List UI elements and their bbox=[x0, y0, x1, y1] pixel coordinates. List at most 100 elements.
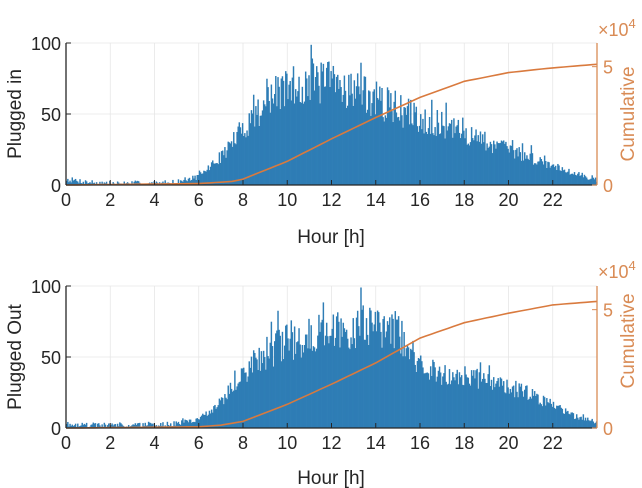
histogram-bar bbox=[584, 176, 587, 185]
histogram-bar bbox=[292, 66, 295, 185]
histogram-bar bbox=[520, 383, 523, 428]
histogram-bar bbox=[187, 178, 190, 185]
histogram-bar bbox=[592, 177, 595, 185]
histogram-bar bbox=[345, 329, 348, 428]
histogram-bar bbox=[104, 424, 107, 428]
histogram-bar bbox=[389, 317, 391, 428]
histogram-bar bbox=[84, 424, 87, 428]
histogram-bar bbox=[233, 390, 235, 428]
histogram-bar bbox=[344, 331, 347, 428]
histogram-bar bbox=[69, 180, 71, 185]
histogram-bar bbox=[479, 362, 482, 428]
histogram-bar bbox=[505, 141, 507, 185]
histogram-bar bbox=[296, 96, 298, 185]
histogram-bar bbox=[285, 325, 287, 428]
histogram-bar bbox=[452, 137, 454, 185]
histogram-bar bbox=[494, 387, 496, 428]
histogram-bar bbox=[230, 388, 233, 428]
histogram-bar bbox=[136, 180, 139, 185]
histogram-bar bbox=[85, 422, 88, 428]
histogram-bar bbox=[400, 95, 402, 185]
y-tick-label: 0 bbox=[51, 419, 61, 439]
histogram-bar bbox=[160, 422, 162, 428]
histogram-bar bbox=[282, 359, 285, 428]
x-tick-label: 0 bbox=[61, 433, 71, 453]
histogram-bar bbox=[234, 143, 236, 185]
histogram-bar bbox=[300, 357, 302, 428]
histogram-bar bbox=[330, 71, 332, 185]
histogram-bar bbox=[231, 146, 234, 185]
histogram-bar bbox=[260, 351, 263, 428]
histogram-bar bbox=[265, 106, 267, 185]
histogram-bar bbox=[79, 179, 81, 185]
y2-tick-labels: 0 5 bbox=[603, 301, 613, 439]
histogram-bar bbox=[474, 378, 476, 428]
histogram-bar bbox=[239, 127, 242, 185]
histogram-bar bbox=[318, 314, 320, 428]
histogram-bar bbox=[570, 412, 572, 428]
y2-axis-label: Cumulative bbox=[618, 293, 639, 388]
histogram-bar bbox=[193, 178, 195, 185]
histogram-bar bbox=[261, 110, 264, 185]
histogram-bar bbox=[371, 103, 373, 185]
histogram-bar bbox=[556, 405, 558, 428]
histogram-bar bbox=[135, 425, 138, 428]
histogram-bar bbox=[257, 369, 259, 428]
x-tick-label: 16 bbox=[410, 190, 430, 210]
histogram-bar bbox=[529, 153, 531, 185]
histogram-bar bbox=[365, 318, 368, 428]
histogram-bar bbox=[548, 403, 550, 428]
histogram-bar bbox=[462, 384, 464, 428]
histogram-bar bbox=[351, 93, 353, 185]
histogram-bar bbox=[278, 86, 280, 185]
histogram-bar bbox=[318, 85, 320, 185]
histogram-bar bbox=[425, 372, 427, 428]
histogram-bar bbox=[192, 422, 194, 428]
histogram-bar bbox=[580, 416, 582, 428]
histogram-bar bbox=[527, 400, 529, 428]
histogram-bar bbox=[119, 422, 121, 428]
histogram-bar bbox=[314, 351, 317, 428]
histogram-bar bbox=[337, 74, 339, 185]
histogram-bar bbox=[508, 393, 510, 428]
x-tick-label: 16 bbox=[410, 433, 430, 453]
histogram-bar bbox=[276, 106, 278, 185]
histogram-bar bbox=[453, 377, 455, 428]
histogram-bar bbox=[575, 414, 578, 428]
histogram-bar bbox=[207, 165, 210, 185]
histogram-bar bbox=[464, 138, 466, 185]
histogram-bar bbox=[219, 162, 222, 185]
histogram-bar bbox=[501, 385, 504, 428]
histogram-bar bbox=[573, 419, 576, 428]
histogram-bar bbox=[590, 178, 592, 185]
histogram-bar bbox=[93, 182, 96, 185]
histogram-bar bbox=[464, 366, 466, 428]
histogram-bar bbox=[99, 425, 101, 428]
histogram-bar bbox=[359, 335, 361, 428]
histogram-bar bbox=[209, 166, 212, 185]
histogram-bar bbox=[484, 131, 486, 185]
histogram-bar bbox=[481, 134, 484, 185]
histogram-bar bbox=[456, 369, 458, 428]
histogram-bar bbox=[572, 413, 575, 428]
histogram-bar bbox=[411, 350, 413, 428]
histogram-bar bbox=[262, 100, 265, 185]
histogram-bar bbox=[89, 182, 91, 185]
histogram-bar bbox=[229, 382, 232, 428]
histogram-bar bbox=[370, 310, 372, 428]
histogram-bar bbox=[215, 163, 217, 185]
histogram-bar bbox=[581, 419, 583, 428]
histogram-bar bbox=[395, 319, 398, 428]
multiplier-exponent: 4 bbox=[629, 16, 636, 31]
histogram-bar bbox=[431, 99, 433, 185]
histogram-bar bbox=[250, 110, 253, 185]
histogram-bar bbox=[225, 397, 227, 428]
histogram-bar bbox=[298, 328, 300, 428]
histogram-bar bbox=[456, 125, 458, 185]
histogram-bar bbox=[509, 388, 512, 428]
histogram-bar bbox=[199, 172, 202, 185]
histogram-bar bbox=[562, 170, 565, 185]
histogram-bar bbox=[270, 84, 273, 185]
histogram-bar bbox=[214, 163, 216, 185]
